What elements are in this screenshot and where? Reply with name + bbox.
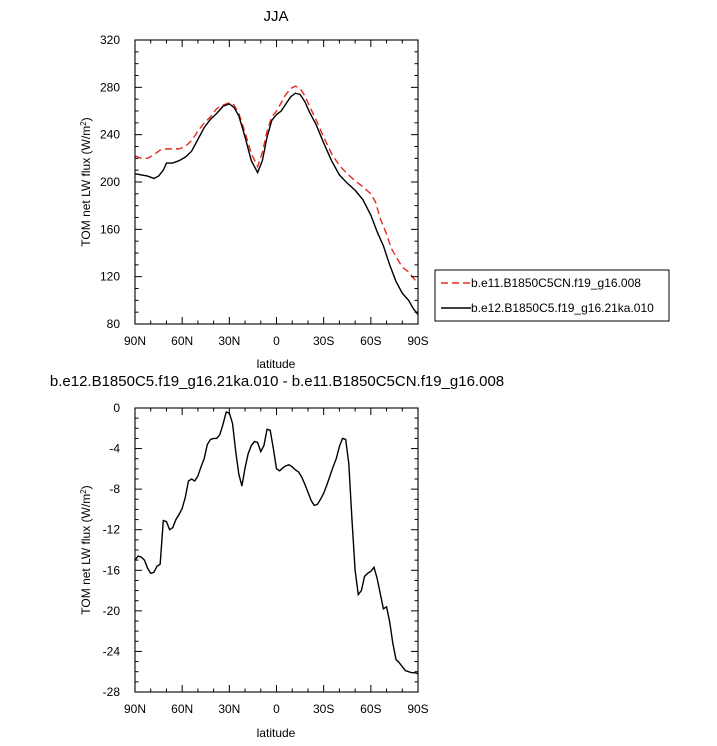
bottom-ylabel-close: ) xyxy=(79,485,93,489)
top-xtick-label: 0 xyxy=(273,334,280,348)
bottom-ytick-label: -24 xyxy=(103,644,121,658)
bottom-xtick-label: 30N xyxy=(218,702,240,716)
bottom-ytick-label: -12 xyxy=(103,523,121,537)
top-plot-frame xyxy=(134,39,419,325)
top-ytick-label: 280 xyxy=(100,80,120,94)
bottom-ylabel-sup: 2 xyxy=(79,489,88,494)
top-series-line-1 xyxy=(135,92,418,315)
bottom-xtick-label: 90N xyxy=(124,702,146,716)
bottom-xtick-label: 0 xyxy=(273,702,280,716)
top-ytick-label: 80 xyxy=(107,317,121,331)
bottom-ytick-label: -28 xyxy=(103,685,121,699)
top-xtick-label: 90S xyxy=(407,334,428,348)
top-series-line-0 xyxy=(135,85,418,285)
legend: b.e11.B1850C5CN.f19_g16.008 b.e12.B1850C5… xyxy=(434,269,670,322)
legend-label-1: b.e12.B1850C5.f19_g16.21ka.010 xyxy=(471,301,654,315)
top-ylabel-sup: 2 xyxy=(79,121,88,126)
bottom-ytick-label: 0 xyxy=(113,401,120,415)
top-ylabel-close: ) xyxy=(79,117,93,121)
bottom-y-axis-label: TOM net LW flux (W/m2) xyxy=(79,485,94,614)
bottom-plot-frame xyxy=(134,407,419,693)
bottom-ytick-label: -16 xyxy=(103,563,121,577)
bottom-panel: b.e12.B1850C5.f19_g16.21ka.010 - b.e11.B… xyxy=(50,373,504,740)
legend-label-0: b.e11.B1850C5CN.f19_g16.008 xyxy=(471,276,641,290)
bottom-ytick-label: -20 xyxy=(103,604,121,618)
top-xtick-label: 60S xyxy=(360,334,381,348)
bottom-series-line-0 xyxy=(135,411,418,675)
bottom-chart-title: b.e12.B1850C5.f19_g16.21ka.010 - b.e11.B… xyxy=(50,373,504,390)
bottom-xtick-label: 60S xyxy=(360,702,381,716)
top-ytick-label: 200 xyxy=(100,175,120,189)
top-plot-area: 90N 60N 30N 0 30S 60S 90S 80 120 160 200 240 280 320 xyxy=(100,33,429,348)
bottom-xtick-label: 60N xyxy=(171,702,193,716)
top-ytick-label: 160 xyxy=(100,222,120,236)
top-ytick-label: 240 xyxy=(100,128,120,142)
bottom-xtick-label: 30S xyxy=(313,702,334,716)
top-chart-title: JJA xyxy=(263,8,288,25)
top-xtick-label: 60N xyxy=(171,334,193,348)
top-panel: JJA 90N 60N 30N 0 30S 60S 90S 80 120 160 200 240 280… xyxy=(79,8,670,371)
top-ytick-label: 320 xyxy=(100,33,120,47)
top-xtick-label: 30N xyxy=(218,334,240,348)
bottom-xtick-label: 90S xyxy=(407,702,428,716)
top-x-axis-label: latitude xyxy=(257,357,296,371)
bottom-x-axis-label: latitude xyxy=(257,726,296,740)
bottom-ylabel-main: TOM net LW flux (W/m xyxy=(79,494,93,615)
top-ylabel-main: TOM net LW flux (W/m xyxy=(79,126,93,247)
legend-box xyxy=(434,269,670,322)
top-xtick-label: 90N xyxy=(124,334,146,348)
top-ytick-label: 120 xyxy=(100,270,120,284)
top-y-axis-label: TOM net LW flux (W/m2) xyxy=(79,117,94,246)
top-xtick-label: 30S xyxy=(313,334,334,348)
bottom-ytick-label: -8 xyxy=(109,482,120,496)
bottom-ytick-label: -4 xyxy=(109,442,120,456)
bottom-plot-area: 90N 60N 30N 0 30S 60S 90S 0 -4 -8 -12 -16 -20 -24 -28 xyxy=(103,401,429,716)
